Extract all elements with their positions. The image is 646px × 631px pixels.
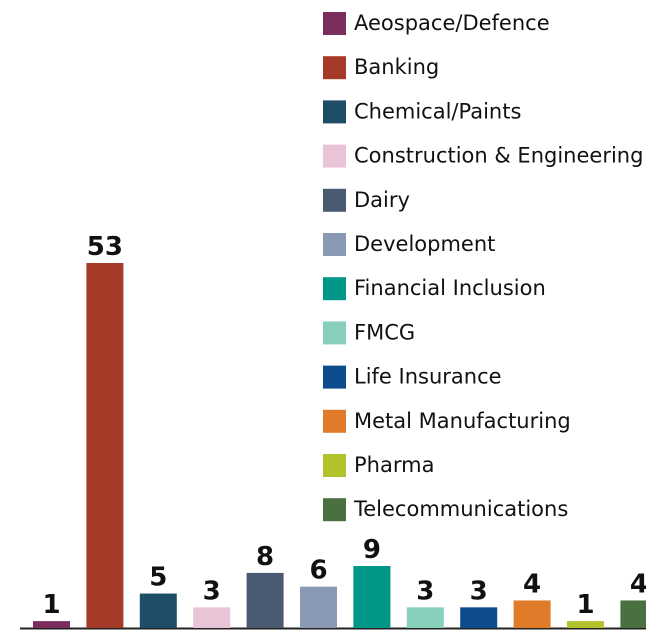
bar xyxy=(246,572,284,628)
legend-swatch xyxy=(323,277,346,301)
legend-label: Aeospace/Defence xyxy=(354,11,550,35)
legend-swatch xyxy=(323,454,346,477)
data-label: 1 xyxy=(42,590,60,620)
legend-swatch xyxy=(323,12,346,35)
legend-swatch xyxy=(323,56,346,80)
legend-label: Development xyxy=(354,232,495,256)
data-label: 3 xyxy=(470,576,488,606)
legend-swatch xyxy=(323,498,346,522)
data-label: 3 xyxy=(203,576,221,606)
data-label: 1 xyxy=(576,590,594,620)
bar xyxy=(567,621,604,628)
legend-label: Dairy xyxy=(354,188,410,212)
bar xyxy=(406,607,444,628)
legend-swatch xyxy=(323,100,346,124)
data-label: 3 xyxy=(416,576,434,606)
bar xyxy=(353,566,391,628)
legend-label: Banking xyxy=(354,55,439,79)
bar xyxy=(33,621,70,628)
data-label: 8 xyxy=(256,542,274,572)
bar xyxy=(86,263,124,628)
data-label: 4 xyxy=(523,569,541,599)
bar xyxy=(300,586,337,628)
bar xyxy=(513,600,551,628)
bar xyxy=(139,593,177,628)
data-label: 9 xyxy=(363,535,381,565)
legend-swatch xyxy=(323,233,346,256)
bar xyxy=(193,607,231,628)
legend-label: Construction & Engineering xyxy=(354,144,643,168)
legend-label: Metal Manufacturing xyxy=(354,409,571,433)
legend-swatch xyxy=(323,188,346,212)
data-label: 53 xyxy=(87,232,123,262)
data-label: 6 xyxy=(309,556,327,586)
legend-swatch xyxy=(323,144,346,168)
legend-label: FMCG xyxy=(354,320,415,344)
legend-label: Telecommunications xyxy=(353,497,568,521)
legend-swatch xyxy=(323,365,346,389)
data-label: 5 xyxy=(149,563,167,593)
legend-label: Life Insurance xyxy=(354,365,502,389)
legend-label: Chemical/Paints xyxy=(354,99,521,123)
legend-swatch xyxy=(323,409,346,433)
legend-label: Financial Inclusion xyxy=(354,276,546,300)
bar xyxy=(620,600,646,628)
legend-label: Pharma xyxy=(354,453,434,477)
legend-swatch xyxy=(323,321,346,345)
data-label: 4 xyxy=(630,569,646,599)
bar xyxy=(460,607,498,628)
